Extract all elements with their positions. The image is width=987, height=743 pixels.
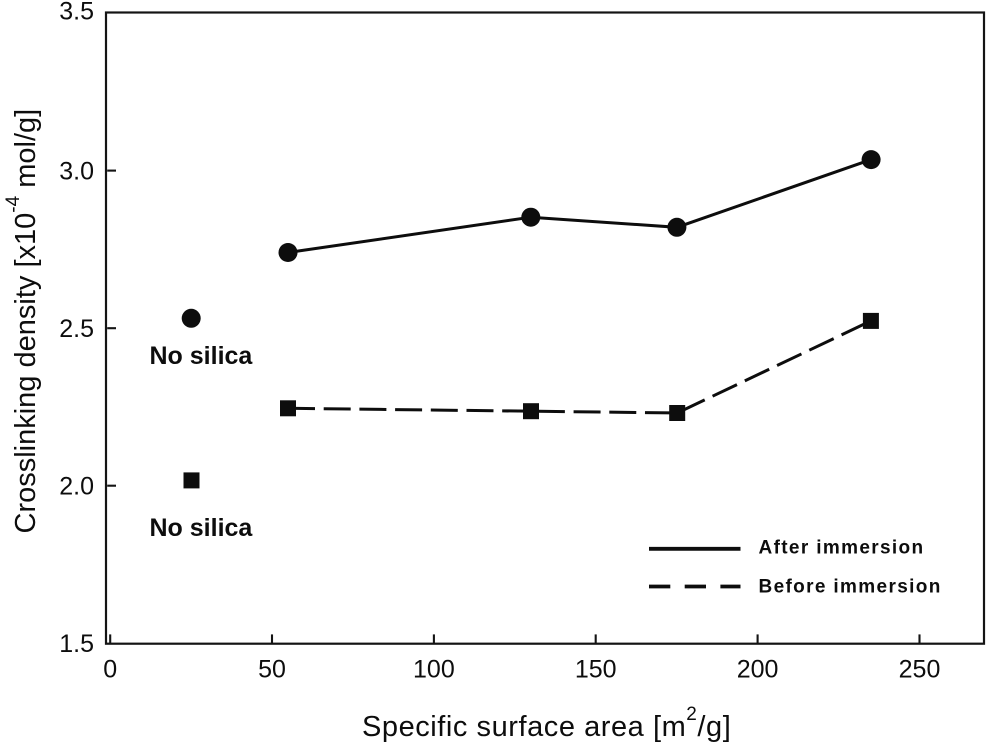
svg-text:After immersion: After immersion xyxy=(759,537,925,558)
svg-text:1.5: 1.5 xyxy=(59,630,94,658)
svg-text:2.0: 2.0 xyxy=(59,473,94,501)
svg-text:250: 250 xyxy=(899,656,941,684)
svg-text:3.0: 3.0 xyxy=(59,158,94,186)
svg-text:2.5: 2.5 xyxy=(59,315,94,343)
svg-text:No silica: No silica xyxy=(150,514,254,542)
svg-text:0: 0 xyxy=(103,656,117,684)
svg-text:Crosslinking density [x10-4 mo: Crosslinking density [x10-4 mol/g] xyxy=(3,109,42,534)
svg-text:No silica: No silica xyxy=(150,342,254,370)
svg-text:Specific surface area [m2/g]: Specific surface area [m2/g] xyxy=(362,704,731,743)
svg-text:Before immersion: Before immersion xyxy=(759,576,942,597)
svg-text:3.5: 3.5 xyxy=(59,0,94,26)
svg-text:150: 150 xyxy=(575,656,617,684)
svg-text:200: 200 xyxy=(737,656,779,684)
svg-text:50: 50 xyxy=(258,656,286,684)
svg-text:100: 100 xyxy=(413,656,455,684)
